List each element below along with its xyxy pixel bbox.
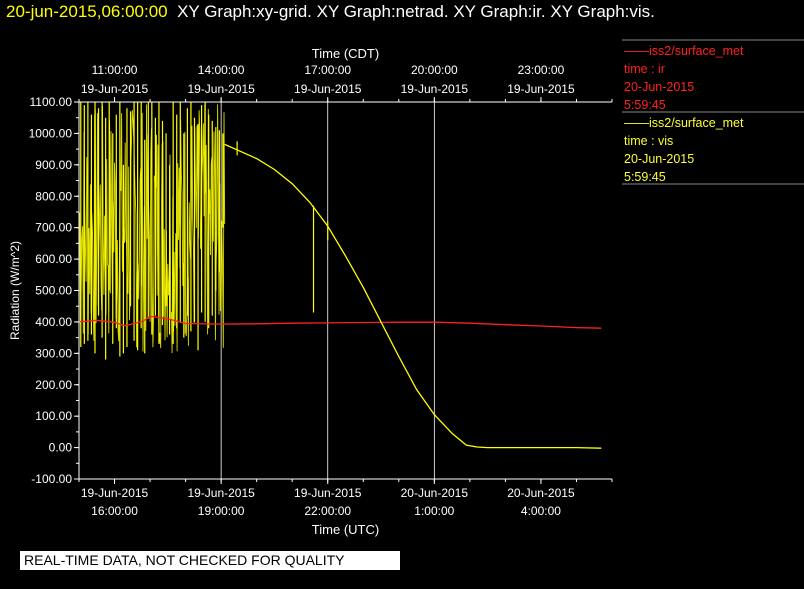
legend-ir: ——iss2/surface_met time : ir 20-Jun-2015… bbox=[624, 42, 743, 114]
y-axis-label: Radiation (W/m^2) bbox=[8, 241, 22, 340]
y-tick-label: 300.00 bbox=[35, 346, 72, 360]
y-tick-label: 1100.00 bbox=[30, 95, 73, 109]
x-tick-date-top: 19-Jun-2015 bbox=[294, 82, 362, 96]
y-tick-label: 200.00 bbox=[35, 378, 72, 392]
y-tick-label: 800.00 bbox=[35, 189, 72, 203]
y-tick-label: 400.00 bbox=[35, 315, 72, 329]
y-tick-label: 900.00 bbox=[35, 158, 72, 172]
legend-ir-date: 20-Jun-2015 bbox=[624, 80, 695, 94]
x-tick-time-top: 14:00:00 bbox=[198, 63, 245, 77]
x-axis-label-top: Time (CDT) bbox=[312, 46, 379, 61]
x-tick-time-top: 17:00:00 bbox=[304, 63, 351, 77]
x-tick-time-bottom: 16:00:00 bbox=[91, 504, 138, 518]
vis-series-line bbox=[224, 143, 602, 449]
x-axis-label-bottom: Time (UTC) bbox=[312, 522, 379, 537]
x-tick-time-bottom: 4:00:00 bbox=[521, 504, 561, 518]
y-tick-label: 0.00 bbox=[49, 441, 73, 455]
x-tick-date-bottom: 20-Jun-2015 bbox=[507, 486, 575, 500]
timestamp: 20-jun-2015,06:00:00 bbox=[6, 2, 168, 21]
legend-ir-var: time : ir bbox=[624, 62, 665, 76]
x-tick-date-bottom: 19-Jun-2015 bbox=[187, 486, 255, 500]
legend-vis-time: 5:59:45 bbox=[624, 170, 666, 184]
legend-vis-var: time : vis bbox=[624, 134, 674, 148]
x-tick-time-top: 23:00:00 bbox=[518, 63, 565, 77]
x-tick-date-bottom: 19-Jun-2015 bbox=[81, 486, 149, 500]
axis-labels: Time (UTC) Time (CDT) Radiation (W/m^2) bbox=[8, 46, 379, 537]
x-tick-date-top: 19-Jun-2015 bbox=[187, 82, 255, 96]
graph-titles: XY Graph:xy-grid. XY Graph:netrad. XY Gr… bbox=[177, 2, 655, 21]
x-tick-date-top: 19-Jun-2015 bbox=[507, 82, 575, 96]
x-tick-date-top: 19-Jun-2015 bbox=[401, 82, 469, 96]
x-tick-date-bottom: 19-Jun-2015 bbox=[294, 486, 362, 500]
vis-noise-path bbox=[78, 104, 226, 354]
legend-ir-time: 5:59:45 bbox=[624, 98, 666, 112]
x-tick-time-top: 11:00:00 bbox=[92, 63, 138, 77]
y-tick-label: 600.00 bbox=[35, 252, 72, 266]
x-tick-time-bottom: 22:00:00 bbox=[304, 504, 351, 518]
ir-series-line bbox=[78, 315, 602, 329]
grid-lines bbox=[220, 102, 435, 479]
y-tick-label: 100.00 bbox=[35, 409, 72, 423]
axes bbox=[78, 39, 804, 480]
y-tick-label: 500.00 bbox=[35, 284, 72, 298]
x-tick-date-top: 19-Jun-2015 bbox=[81, 82, 149, 96]
x-tick-date-bottom: 20-Jun-2015 bbox=[401, 486, 469, 500]
series-lines bbox=[78, 102, 602, 449]
header: 20-jun-2015,06:00:00 XY Graph:xy-grid. X… bbox=[6, 2, 655, 22]
legend-ir-line: ——iss2/surface_met bbox=[624, 44, 744, 58]
legend-vis-line: ——iss2/surface_met bbox=[624, 116, 744, 130]
y-tick-label: 1000.00 bbox=[29, 126, 73, 140]
x-tick-time-bottom: 19:00:00 bbox=[198, 504, 245, 518]
legend-vis: ——iss2/surface_met time : vis 20-Jun-201… bbox=[624, 114, 743, 186]
y-tick-label: -100.00 bbox=[31, 472, 72, 486]
legend-vis-date: 20-Jun-2015 bbox=[624, 152, 695, 166]
x-tick-time-bottom: 1:00:00 bbox=[414, 504, 454, 518]
axis-ticks: 1100.00 1000.00 900.00 800.00 700.00 600.00 50… bbox=[29, 63, 613, 518]
disclaimer-banner: REAL-TIME DATA, NOT CHECKED FOR QUALITY bbox=[20, 551, 400, 570]
x-tick-time-top: 20:00:00 bbox=[411, 63, 458, 77]
y-tick-label: 700.00 bbox=[35, 221, 72, 235]
